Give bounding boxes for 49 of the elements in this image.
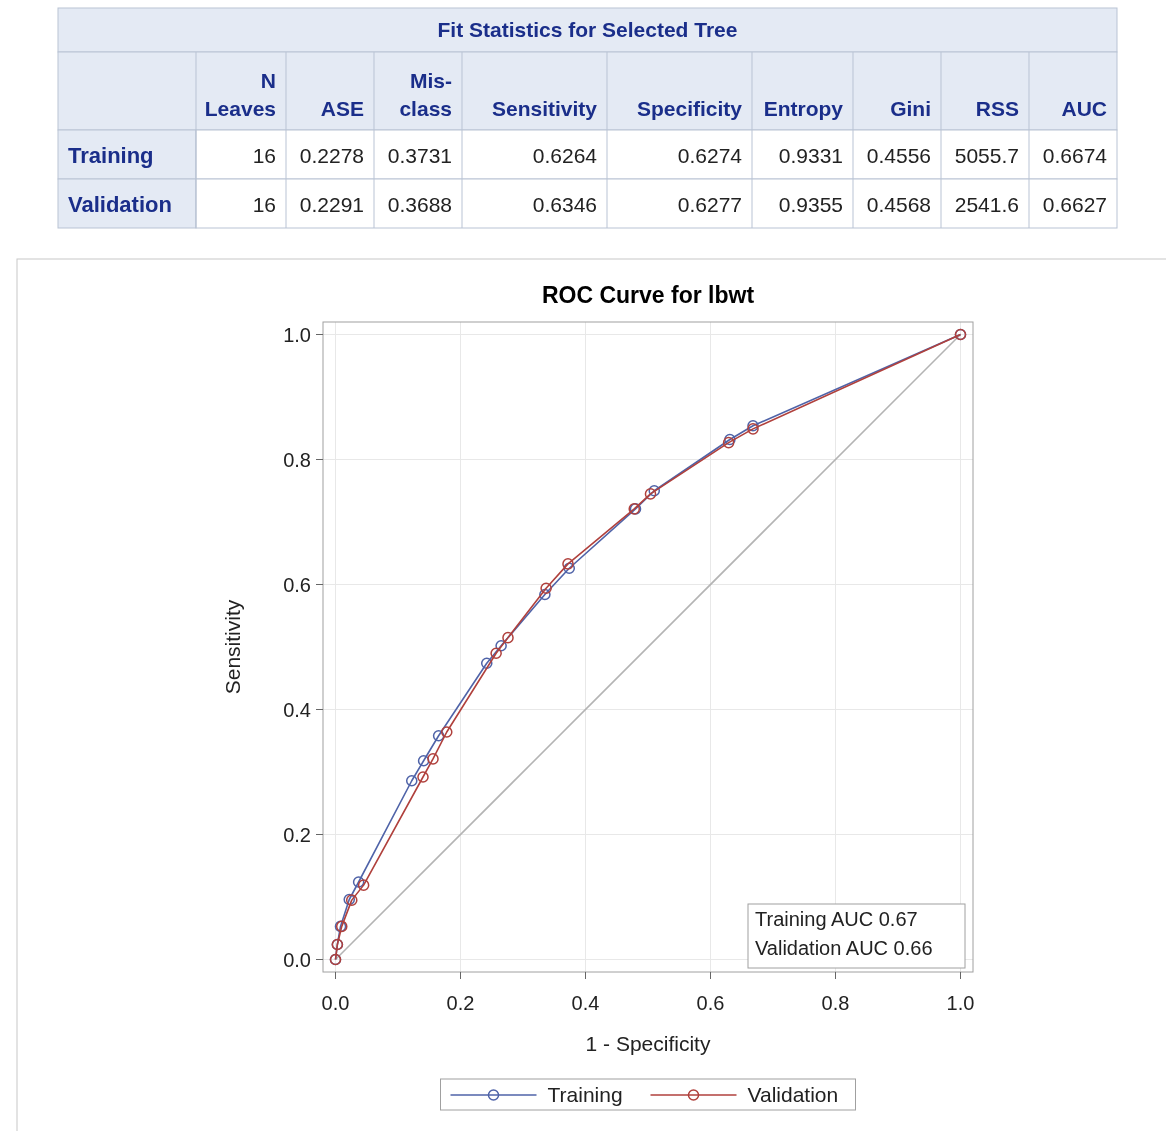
legend-label: Validation <box>747 1083 839 1106</box>
x-tick-label: 0.2 <box>446 992 475 1014</box>
text: 16 <box>252 144 276 167</box>
category-label: RSS <box>975 97 1019 120</box>
text: 16 <box>252 193 276 216</box>
y-tick-label: 0.2 <box>283 823 311 846</box>
category-label: Entropy <box>763 97 844 120</box>
y-tick-label: 0.6 <box>283 573 311 596</box>
text: 0.2291 <box>299 193 364 216</box>
category-label: AUC <box>1061 97 1107 120</box>
category-label: Validation <box>68 192 172 217</box>
text: 0.6264 <box>532 144 597 167</box>
category-label: Gini <box>890 97 931 120</box>
text: 0.6346 <box>532 193 597 216</box>
annotation: Training AUC 0.67 <box>755 908 918 930</box>
text: 0.6277 <box>677 193 742 216</box>
text: 0.3731 <box>387 144 452 167</box>
chart-title: ROC Curve for lbwt <box>541 282 755 308</box>
category-label: Sensitivity <box>491 97 598 120</box>
x-tick-label: 0.0 <box>321 992 350 1014</box>
text: 0.6674 <box>1042 144 1107 167</box>
text: 0.6274 <box>677 144 742 167</box>
category-label: Training <box>68 143 154 168</box>
x-axis-title: 1 - Specificity <box>585 1032 711 1055</box>
y-axis-title: Sensitivity <box>221 599 244 695</box>
legend-label: Training <box>547 1083 623 1106</box>
y-tick-label: 0.4 <box>283 698 311 721</box>
y-tick-label: 1.0 <box>283 323 311 346</box>
y-tick-label: 0.8 <box>283 448 311 471</box>
text: 0.3688 <box>387 193 452 216</box>
text: 0.2278 <box>299 144 364 167</box>
x-tick-label: 0.8 <box>821 992 850 1014</box>
x-tick-label: 0.6 <box>696 992 725 1014</box>
text: 5055.7 <box>954 144 1019 167</box>
text: 0.4568 <box>866 193 931 216</box>
category-label: ASE <box>320 97 364 120</box>
text: 0.9355 <box>778 193 843 216</box>
text: 0.4556 <box>866 144 931 167</box>
text: 2541.6 <box>954 193 1019 216</box>
annotation: Validation AUC 0.66 <box>755 937 933 959</box>
category-label: N Leaves <box>204 69 276 120</box>
x-tick-label: 0.4 <box>571 992 600 1014</box>
category-label: Mis-class <box>399 69 453 120</box>
text: 0.6627 <box>1042 193 1107 216</box>
text: 0.9331 <box>778 144 843 167</box>
y-tick-label: 0.0 <box>283 948 311 971</box>
x-tick-label: 1.0 <box>946 992 975 1014</box>
text: Fit Statistics for Selected Tree <box>437 18 738 41</box>
category-label: Specificity <box>636 97 743 120</box>
